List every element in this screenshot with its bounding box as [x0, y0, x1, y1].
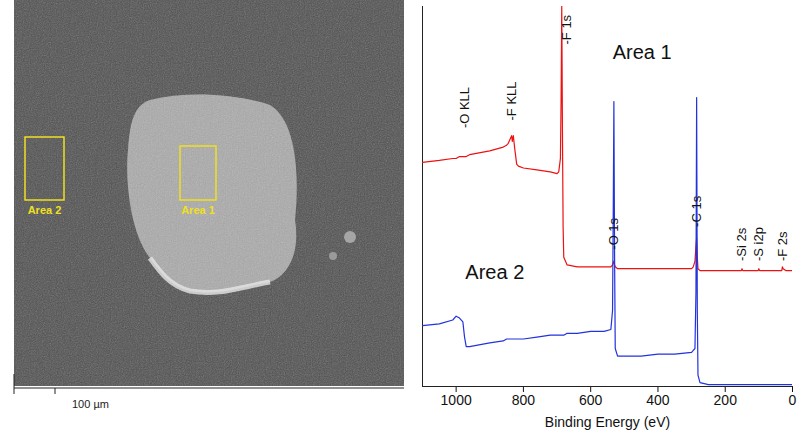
- svg-text:-F 2s: -F 2s: [775, 231, 790, 261]
- svg-text:0: 0: [789, 392, 797, 408]
- svg-text:100 µm: 100 µm: [72, 398, 109, 410]
- svg-text:200: 200: [714, 392, 738, 408]
- svg-text:-F 1s: -F 1s: [559, 14, 574, 44]
- svg-text:-C 1s: -C 1s: [689, 195, 704, 227]
- svg-text:Binding Energy (eV): Binding Energy (eV): [545, 414, 670, 430]
- svg-text:-O 1s: -O 1s: [606, 217, 621, 249]
- svg-text:-S i2p: -S i2p: [751, 227, 766, 261]
- svg-text:600: 600: [579, 392, 603, 408]
- svg-text:-Si 2s: -Si 2s: [734, 227, 749, 261]
- svg-text:800: 800: [512, 392, 536, 408]
- svg-text:Area 1: Area 1: [181, 204, 215, 216]
- svg-text:-F KLL: -F KLL: [504, 81, 519, 120]
- svg-text:Area 1: Area 1: [613, 41, 672, 63]
- svg-text:Area 2: Area 2: [465, 261, 524, 283]
- svg-text:Area 2: Area 2: [28, 204, 62, 216]
- svg-text:-O KLL: -O KLL: [457, 87, 472, 128]
- svg-text:400: 400: [646, 392, 670, 408]
- svg-text:1000: 1000: [441, 392, 472, 408]
